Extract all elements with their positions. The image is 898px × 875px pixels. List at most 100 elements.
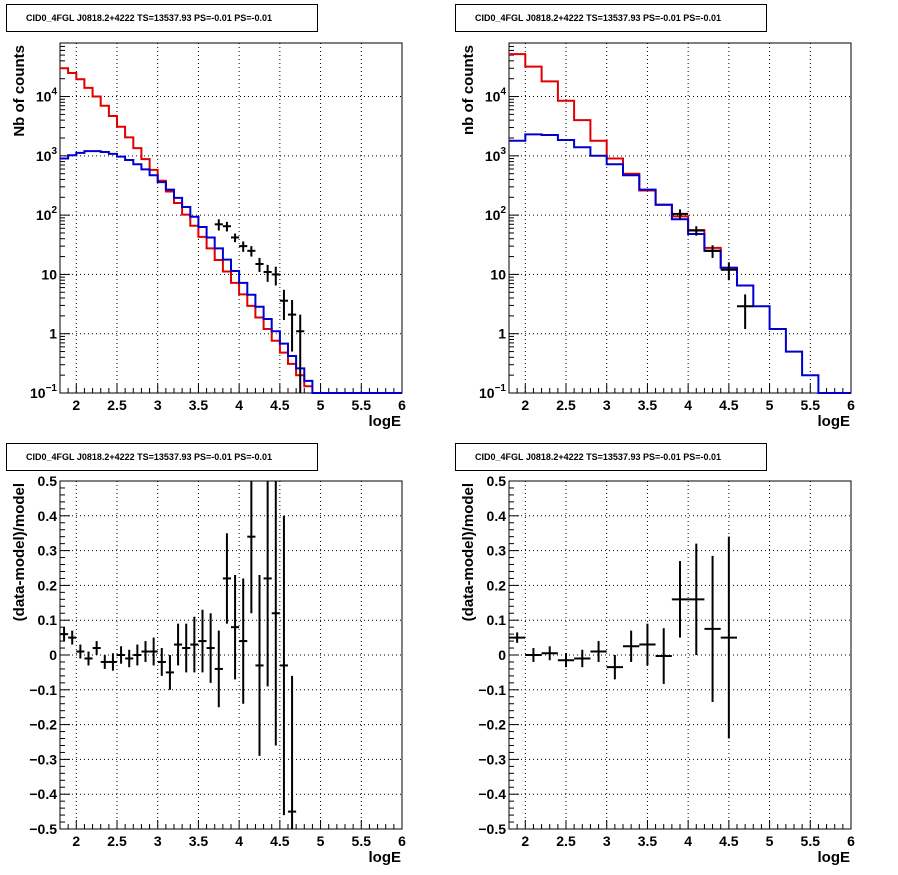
data-point [239,578,248,704]
y-tick-label: 104 [485,87,507,105]
y-tick-label: 10−1 [30,383,57,401]
data-point [704,245,721,258]
data-point [263,481,272,687]
y-tick-label: 102 [485,205,507,223]
data-point [671,561,689,638]
x-tick-label: 3.5 [638,833,658,849]
y-tick-label: −0.3 [29,751,57,767]
y-tick-label: 103 [36,146,58,164]
plot-frame [59,42,403,394]
data-point [84,651,93,666]
x-tick-label: 2 [72,397,80,413]
total-model-line [509,53,737,269]
data-point [271,481,280,746]
data-point [688,226,705,236]
data-point [214,630,223,708]
data-point [671,209,689,220]
x-axis-label: logE [369,849,402,866]
data-point [557,653,575,668]
data-point [255,257,264,272]
y-tick-label: 0.3 [487,543,507,559]
y-tick-label: 10 [490,266,506,282]
y-tick-label: 104 [36,87,58,105]
y-tick-label: −0.5 [478,821,506,837]
y-tick-label: −0.3 [478,751,506,767]
data-point [541,646,558,661]
data-point [149,637,158,666]
component-model-line [509,133,851,394]
x-tick-label: 2 [521,397,529,413]
data-point [288,675,297,829]
data-point [198,609,207,673]
x-tick-label: 5.5 [352,833,372,849]
data-point [174,623,183,666]
x-tick-label: 6 [847,397,855,413]
x-tick-label: 2.5 [556,833,576,849]
chart-panel-3 [59,480,403,830]
y-tick-label: 0.1 [487,612,507,628]
x-tick-label: 2.5 [556,397,576,413]
x-tick-label: 3 [154,397,162,413]
y-tick-label: −0.5 [29,821,57,837]
y-tick-label: 1 [498,326,506,342]
data-point [720,262,737,281]
data-point [623,630,640,662]
x-tick-label: 4.5 [719,397,739,413]
chart-panel-4 [508,480,852,830]
x-tick-label: 5 [766,397,774,413]
x-tick-label: 4.5 [270,397,290,413]
x-tick-label: 3 [603,833,611,849]
data-point [720,536,737,739]
x-tick-label: 3.5 [638,397,658,413]
data-point [247,481,256,614]
data-point [688,543,705,655]
x-tick-label: 5 [766,833,774,849]
data-point [606,655,623,680]
panel-title-4: CID0_4FGL J0818.2+4222 TS=13537.93 PS=-0… [455,443,767,471]
x-tick-label: 4 [684,833,692,849]
y-tick-label: 0.4 [38,508,58,524]
x-axis-label: logE [818,849,851,866]
y-tick-label: 0.2 [487,577,507,593]
data-point [157,648,166,676]
data-point [737,294,754,330]
y-axis-label: nb of counts [460,45,477,135]
y-axis-label: (data-model)/model [460,483,477,621]
y-tick-label: 0.2 [38,577,58,593]
x-tick-label: 5 [317,397,325,413]
data-point [296,314,305,393]
data-point [590,641,607,662]
data-point [279,289,288,321]
data-point [133,644,142,666]
y-tick-label: 1 [49,326,57,342]
data-point [263,264,272,282]
y-tick-label: 10 [41,266,57,282]
data-point [231,574,240,680]
x-tick-label: 6 [398,833,406,849]
x-tick-label: 5.5 [801,397,821,413]
y-tick-label: 102 [36,205,58,223]
data-point [76,644,85,659]
data-point [509,632,526,643]
data-point [222,221,231,232]
x-tick-label: 4 [684,397,692,413]
data-point [190,616,199,673]
y-tick-label: −0.4 [29,786,57,802]
y-tick-label: −0.2 [29,717,57,733]
plot-frame [508,480,852,830]
y-tick-label: 0.3 [38,543,58,559]
x-tick-label: 3.5 [189,397,209,413]
data-point [255,574,264,756]
x-tick-label: 2.5 [107,833,127,849]
data-point [60,627,69,642]
x-tick-label: 2.5 [107,397,127,413]
x-tick-label: 6 [398,397,406,413]
data-point [125,649,134,668]
data-point [231,233,240,243]
y-tick-label: 0.1 [38,612,58,628]
x-tick-label: 4 [235,397,243,413]
data-point [247,246,256,257]
data-point [655,628,672,684]
